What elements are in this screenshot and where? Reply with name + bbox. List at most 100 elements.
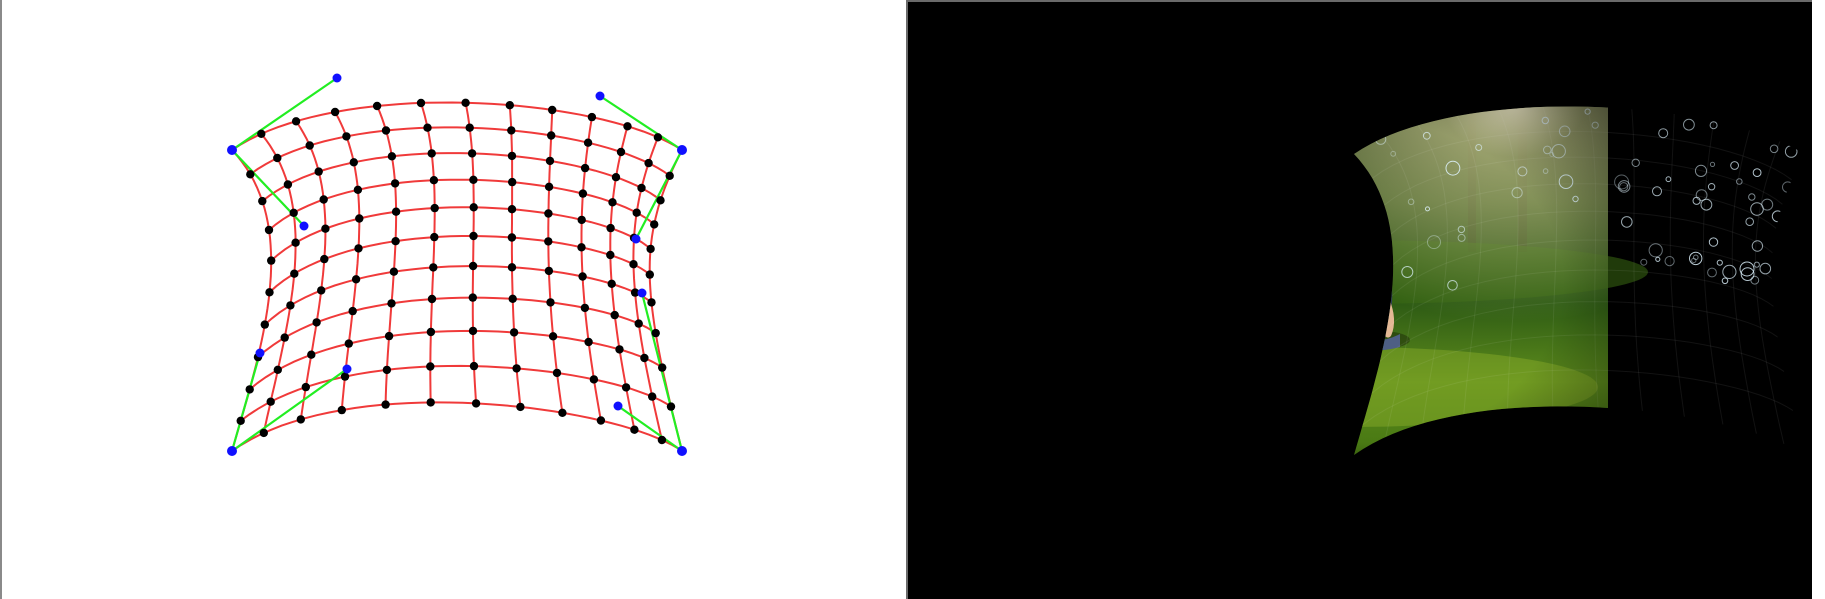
grid-node[interactable] — [640, 353, 649, 363]
grid-node[interactable] — [545, 156, 555, 166]
grid-node[interactable] — [630, 288, 640, 297]
grid-node[interactable] — [658, 363, 667, 372]
grid-node[interactable] — [665, 171, 674, 180]
grid-node[interactable] — [468, 326, 478, 336]
grid-node[interactable] — [296, 415, 305, 424]
corner-point-bottom-left[interactable] — [227, 446, 237, 456]
grid-node[interactable] — [427, 294, 437, 304]
grid-node[interactable] — [381, 400, 390, 409]
handle-point-left-top[interactable] — [299, 221, 309, 231]
grid-node[interactable] — [301, 382, 310, 392]
grid-node[interactable] — [632, 208, 641, 217]
grid-node[interactable] — [259, 428, 268, 438]
grid-node[interactable] — [348, 306, 357, 316]
grid-node[interactable] — [645, 270, 654, 279]
grid-node[interactable] — [461, 98, 470, 108]
grid-node[interactable] — [266, 397, 275, 406]
grid-node[interactable] — [280, 333, 289, 342]
grid-node[interactable] — [469, 203, 478, 212]
grid-node[interactable] — [426, 327, 436, 337]
grid-node[interactable] — [544, 266, 554, 276]
grid-node[interactable] — [381, 126, 391, 135]
grid-node[interactable] — [547, 131, 556, 140]
grid-node[interactable] — [351, 275, 361, 284]
grid-node[interactable] — [391, 237, 400, 246]
grid-node[interactable] — [426, 362, 435, 371]
grid-node[interactable] — [616, 147, 626, 157]
grid-node[interactable] — [337, 405, 346, 415]
mesh-editor-canvas[interactable] — [2, 0, 906, 599]
grid-node[interactable] — [508, 177, 517, 187]
corner-point-top-right[interactable] — [677, 145, 687, 155]
grid-node[interactable] — [608, 198, 617, 207]
grid-node[interactable] — [578, 189, 588, 198]
handle-point-bottom-right[interactable] — [613, 401, 623, 411]
grid-node[interactable] — [427, 149, 436, 158]
grid-node[interactable] — [471, 399, 481, 408]
grid-node[interactable] — [354, 244, 363, 253]
grid-node[interactable] — [236, 416, 245, 425]
grid-node[interactable] — [650, 220, 659, 229]
grid-node[interactable] — [307, 350, 316, 359]
grid-node[interactable] — [615, 345, 624, 354]
grid-node[interactable] — [544, 209, 553, 218]
grid-node[interactable] — [548, 105, 557, 115]
grid-node[interactable] — [430, 232, 439, 242]
grid-node[interactable] — [267, 256, 276, 265]
grid-node[interactable] — [290, 269, 299, 278]
grid-node[interactable] — [589, 375, 599, 384]
grid-node[interactable] — [606, 223, 615, 233]
grid-node[interactable] — [583, 138, 593, 147]
grid-node[interactable] — [653, 133, 663, 142]
grid-node[interactable] — [283, 180, 293, 189]
grid-node[interactable] — [505, 101, 514, 110]
grid-node[interactable] — [423, 123, 432, 132]
grid-node[interactable] — [610, 310, 619, 320]
grid-node[interactable] — [305, 141, 314, 150]
grid-node[interactable] — [330, 107, 340, 117]
grid-node[interactable] — [646, 244, 655, 254]
grid-node[interactable] — [621, 383, 631, 392]
grid-node[interactable] — [340, 372, 350, 381]
grid-node[interactable] — [387, 152, 397, 161]
grid-node[interactable] — [644, 158, 653, 168]
grid-node[interactable] — [580, 303, 590, 313]
grid-node[interactable] — [465, 123, 474, 132]
grid-node[interactable] — [384, 331, 394, 341]
mesh-editor-panel[interactable] — [0, 0, 906, 599]
grid-node[interactable] — [656, 196, 665, 205]
grid-node[interactable] — [468, 261, 478, 271]
grid-node[interactable] — [507, 263, 517, 272]
grid-node[interactable] — [587, 112, 597, 122]
grid-node[interactable] — [577, 215, 586, 225]
handle-point-right-top[interactable] — [631, 234, 641, 244]
handle-point-bottom-left[interactable] — [342, 364, 352, 374]
grid-node[interactable] — [584, 337, 593, 347]
grid-node[interactable] — [578, 272, 587, 281]
grid-node[interactable] — [273, 365, 282, 374]
grid-node[interactable] — [391, 207, 401, 216]
grid-node[interactable] — [623, 122, 632, 131]
grid-node[interactable] — [507, 205, 517, 214]
grid-node[interactable] — [657, 435, 667, 445]
grid-node[interactable] — [666, 402, 676, 411]
grid-node[interactable] — [389, 267, 399, 276]
grid-node[interactable] — [508, 294, 517, 303]
grid-node[interactable] — [552, 368, 562, 378]
grid-node[interactable] — [289, 208, 298, 217]
grid-node[interactable] — [611, 173, 621, 182]
grid-node[interactable] — [353, 185, 363, 194]
grid-node[interactable] — [629, 260, 638, 269]
grid-node[interactable] — [577, 243, 586, 252]
grid-node[interactable] — [387, 299, 396, 308]
handle-point-top-right[interactable] — [595, 91, 605, 101]
grid-node[interactable] — [606, 250, 615, 260]
handle-point-top-left[interactable] — [332, 73, 342, 83]
grid-node[interactable] — [245, 385, 254, 394]
grid-node[interactable] — [630, 425, 639, 434]
grid-node[interactable] — [344, 339, 353, 348]
grid-node[interactable] — [607, 279, 616, 288]
grid-node[interactable] — [546, 298, 555, 307]
grid-node[interactable] — [651, 328, 660, 338]
grid-node[interactable] — [312, 318, 321, 327]
